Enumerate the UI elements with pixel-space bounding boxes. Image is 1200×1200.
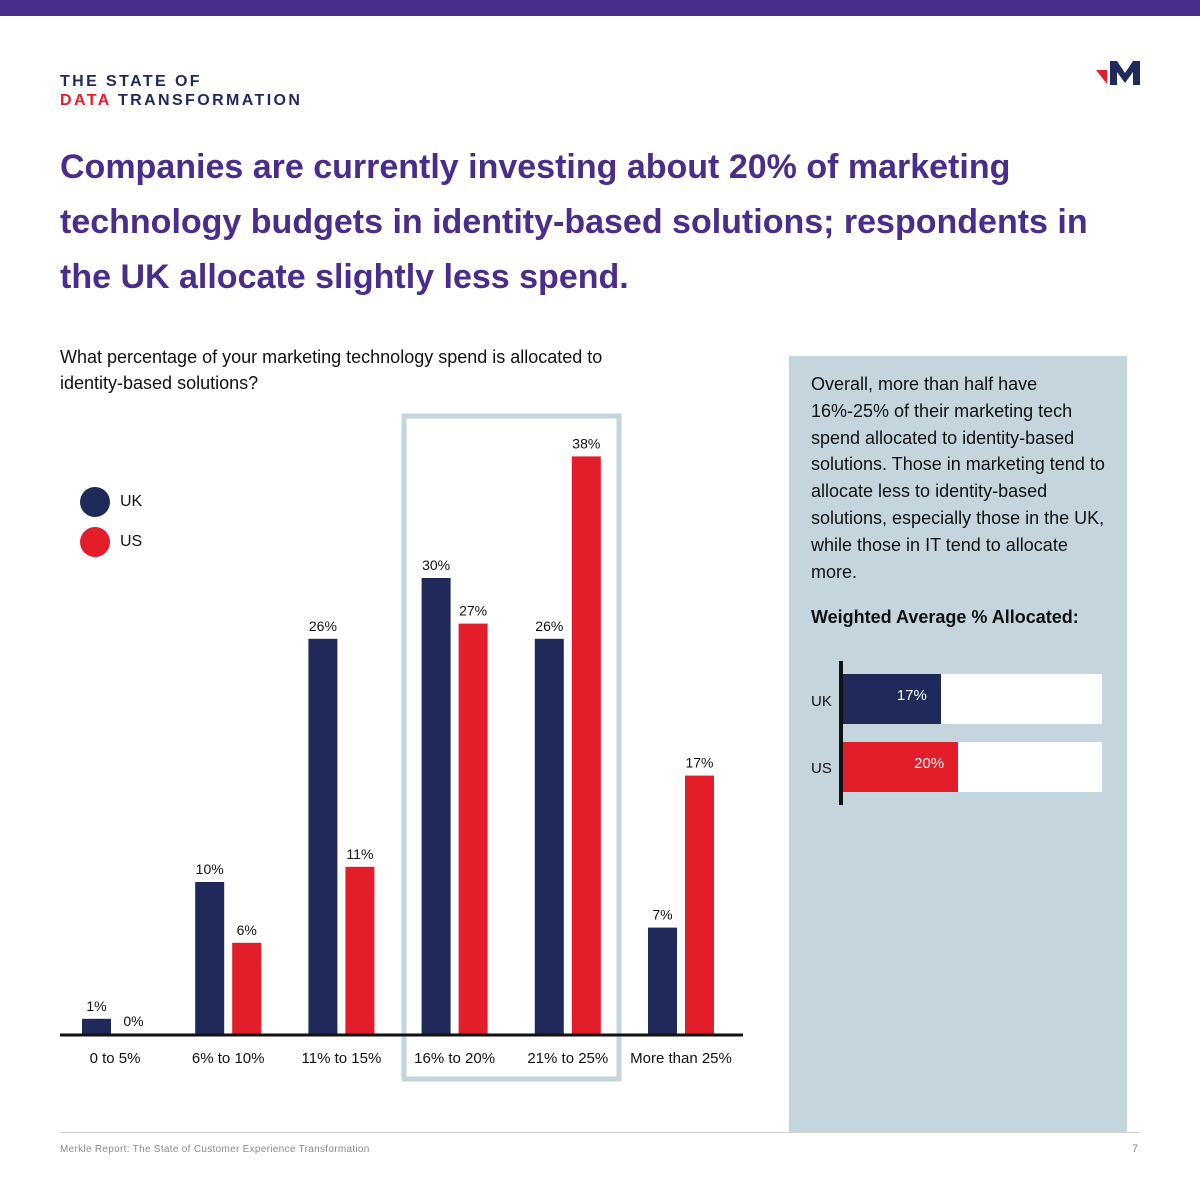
bar-uk-0 [82, 1018, 111, 1034]
bar-label-us-5: 17% [685, 755, 713, 771]
bar-us-4 [571, 456, 601, 1034]
page-headline: Companies are currently investing about … [60, 148, 1088, 296]
merkle-m-logo-icon [1096, 61, 1140, 85]
bar-label-us-0: 0% [123, 1013, 143, 1029]
weighted-us-track: 20% [843, 742, 1102, 792]
footer-report-title: Merkle Report: The State of Customer Exp… [60, 1144, 370, 1155]
weighted-uk-value: 17% [896, 687, 927, 704]
bar-label-uk-5: 7% [652, 907, 672, 923]
category-label-4: 21% to 25% [527, 1050, 608, 1067]
brand-accent-word: DATA [60, 92, 112, 109]
bar-label-us-2: 11% [346, 846, 373, 862]
brand-line-1: THE STATE OF [60, 73, 202, 90]
page-number: 7 [1132, 1143, 1139, 1155]
legend-uk: UK [80, 487, 142, 517]
report-brand: THE STATE OF DATA TRANSFORMATION [60, 72, 302, 110]
bar-label-uk-2: 26% [309, 618, 337, 634]
legend-us-label: US [120, 533, 143, 550]
bar-label-us-1: 6% [237, 922, 257, 938]
footer-divider [60, 1132, 1140, 1133]
bar-uk-1 [195, 882, 225, 1034]
category-label-1: 6% to 10% [192, 1050, 265, 1067]
bar-us-1 [232, 942, 262, 1034]
weighted-average-title: Weighted Average % Allocated: [811, 607, 1079, 627]
insight-text: Overall, more than half have 16%-25% of … [811, 374, 1105, 582]
brand-line-2: DATA TRANSFORMATION [60, 91, 302, 110]
bar-label-us-4: 38% [572, 435, 600, 451]
bar-label-uk-0: 1% [86, 998, 106, 1014]
legend-uk-swatch [80, 487, 110, 517]
weighted-uk-track: 17% [843, 674, 1102, 724]
category-label-5: More than 25% [630, 1050, 732, 1067]
weighted-uk-bar [843, 674, 941, 724]
category-label-2: 11% to 15% [302, 1050, 382, 1067]
bar-uk-2 [308, 638, 338, 1034]
weighted-us-label: US [811, 760, 832, 777]
weighted-uk-label: UK [811, 693, 832, 710]
bar-uk-5 [648, 927, 677, 1034]
bar-us-3 [458, 623, 488, 1034]
category-label-0: 0 to 5% [90, 1050, 141, 1067]
bar-label-uk-3: 30% [422, 557, 450, 573]
weighted-average-axis [839, 661, 843, 805]
bar-us-5 [685, 775, 714, 1034]
top-accent-bar [0, 0, 1200, 16]
bar-label-uk-1: 10% [196, 861, 224, 877]
bar-us-2 [345, 866, 375, 1034]
highlight-box [401, 413, 622, 1082]
bar-uk-4 [534, 638, 564, 1034]
category-label-3: 16% to 20% [414, 1050, 495, 1067]
main-bar-chart: 1% 0% 0 to 5% 10% 6% 6% to 10% 26% 11% 11% to 15… [60, 413, 743, 1082]
weighted-us-value: 20% [914, 755, 945, 772]
legend-uk-label: UK [120, 493, 143, 510]
bar-uk-3 [421, 578, 451, 1034]
legend-us: US [80, 527, 142, 557]
bar-label-us-3: 27% [459, 603, 487, 619]
legend-us-swatch [80, 527, 110, 557]
weighted-us-bar [843, 742, 959, 792]
chart-title: What percentage of your marketing techno… [60, 347, 603, 393]
brand-rest-word: TRANSFORMATION [117, 92, 303, 109]
bar-label-uk-4: 26% [535, 618, 563, 634]
